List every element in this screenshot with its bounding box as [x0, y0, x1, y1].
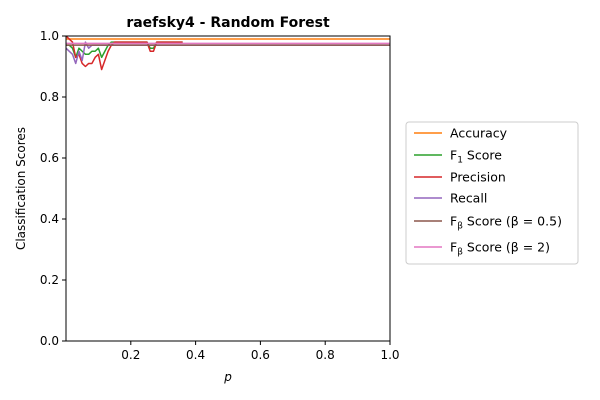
plot-area — [65, 35, 391, 342]
legend-box — [405, 121, 579, 265]
axes-background — [66, 36, 390, 341]
y-tick-label: 0.4 — [40, 212, 59, 226]
axes-frame — [65, 35, 391, 342]
y-tick-label: 0.0 — [40, 334, 59, 348]
x-tick-label: 0.4 — [186, 348, 205, 362]
y-tick-label: 0.2 — [40, 273, 59, 287]
x-tick-label: 0.8 — [316, 348, 335, 362]
x-tick-label: 0.6 — [251, 348, 270, 362]
x-tick-label: 1.0 — [380, 348, 399, 362]
y-tick-label: 1.0 — [40, 29, 59, 43]
x-axis: 0.2 0.4 0.6 0.8 1.0 — [121, 341, 400, 362]
y-tick-label: 0.6 — [40, 151, 59, 165]
series-line-1 — [66, 41, 183, 59]
legend-label-2: Precision — [450, 170, 506, 185]
legend-items: Accuracy F1 Score Precision Recall Fβ Score … — [414, 126, 562, 258]
legend-label-4: Fβ Score (β = 0.5) — [450, 214, 562, 232]
y-axis-label: Classification Scores — [14, 127, 28, 250]
series-layer — [66, 35, 390, 71]
legend-label-0: Accuracy — [450, 126, 508, 141]
y-tick-label: 0.8 — [40, 90, 59, 104]
legend-label-3: Recall — [450, 191, 487, 206]
chart-title: raefsky4 - Random Forest — [126, 15, 330, 31]
legend: Accuracy F1 Score Precision Recall Fβ Score … — [405, 121, 579, 265]
x-axis-label: p — [223, 370, 232, 384]
legend-label-1: F1 Score — [450, 148, 502, 166]
legend-label-5: Fβ Score (β = 2) — [450, 240, 550, 258]
x-tick-label: 0.2 — [121, 348, 140, 362]
y-axis: 0.0 0.2 0.4 0.6 0.8 1.0 — [40, 29, 66, 348]
